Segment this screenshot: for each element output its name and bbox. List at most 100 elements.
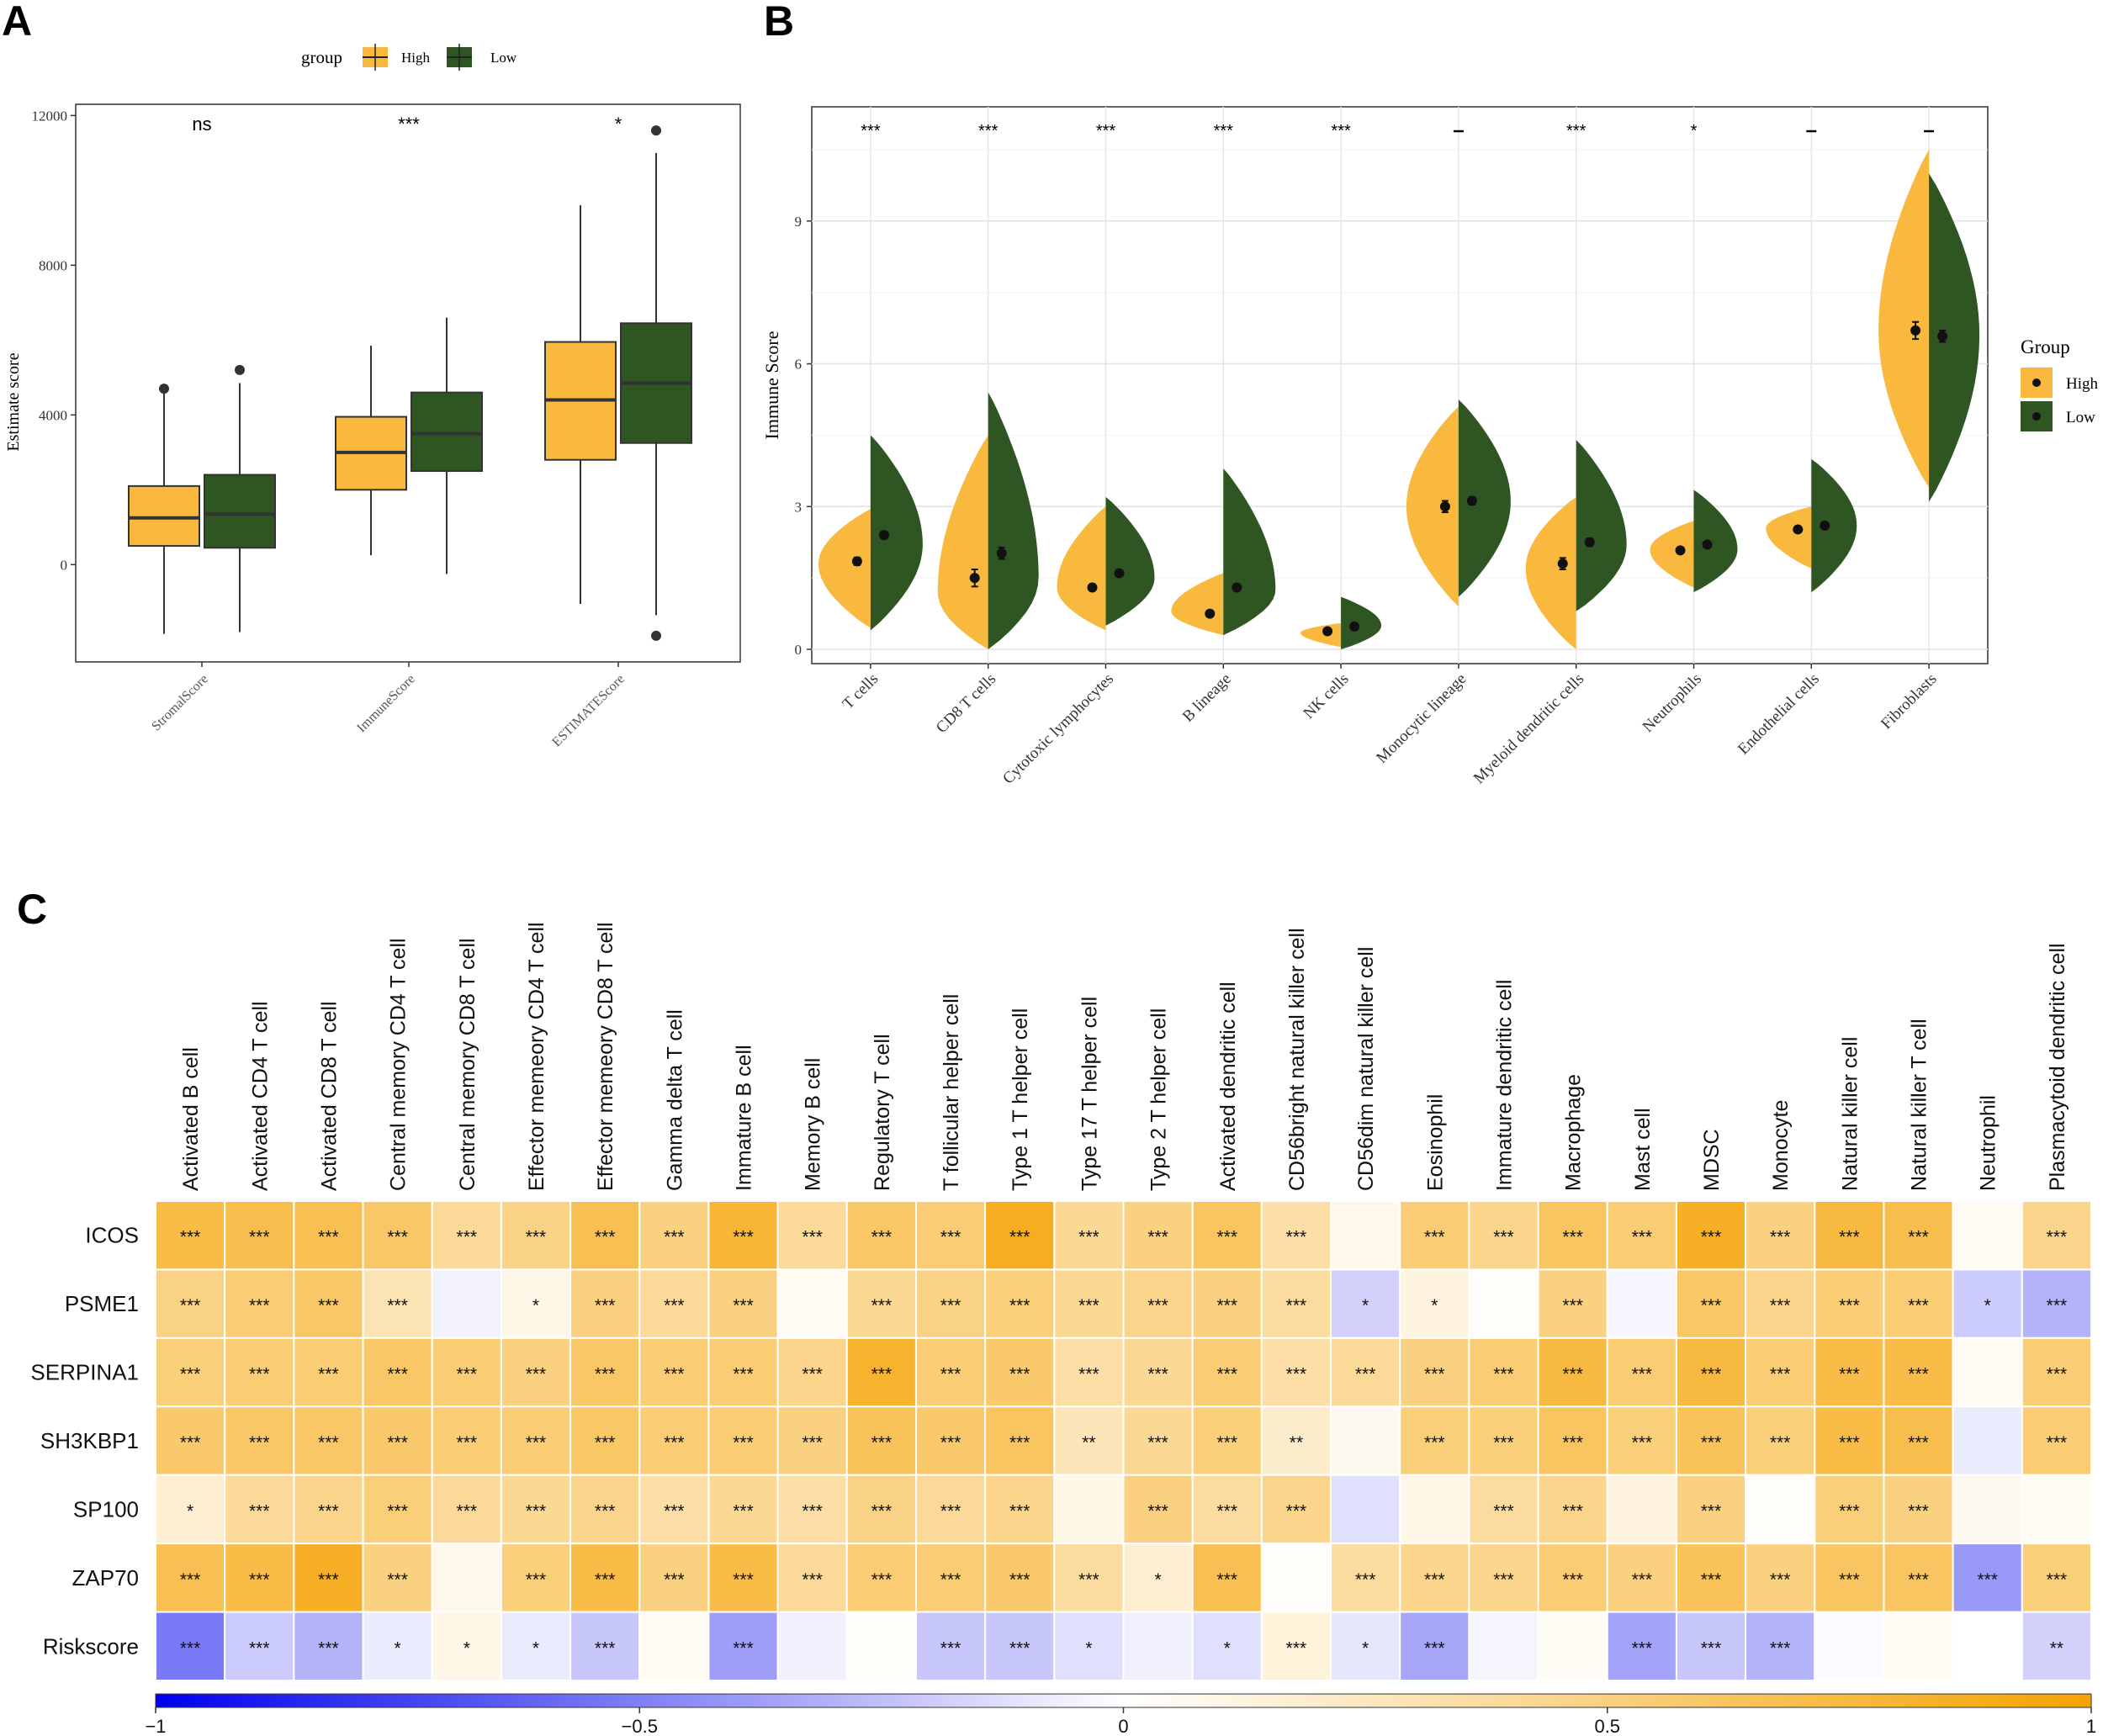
c-cell-riskscore-activated-b-cell: *** [155,1611,226,1681]
heatmap-cell [1606,1200,1677,1271]
c-cell-sp100-cd56dim-natural-killer-cell [1330,1474,1401,1545]
heatmap-cell [1814,1200,1885,1271]
significance-stars: * [1362,1296,1369,1315]
c-cell-sp100-natural-killer-t-cell: *** [1883,1474,1954,1545]
heatmap-cell [362,1336,433,1408]
significance-stars: *** [1493,1570,1514,1590]
c-cell-sp100-plasmacytoid-dendritic-cell [2021,1474,2093,1545]
b-ytick-label-3: 3 [795,499,803,515]
heatmap-cell [707,1268,779,1339]
significance-stars: *** [2047,1296,2068,1315]
b-xtick-label-fibroblasts: Fibroblasts [1878,670,1941,733]
c-cell-sp100-type-2-t-helper-cell: *** [1122,1474,1194,1545]
c-cell-icos-type-2-t-helper-cell: *** [1122,1200,1194,1271]
c-cell-icos-eosinophil: *** [1399,1200,1470,1271]
significance-stars: *** [318,1433,339,1453]
half-violin-high [1650,521,1694,588]
a-box-low-immunescore [411,317,483,574]
significance-stars: *** [2047,1570,2068,1590]
c-cell-icos-activated-cd4-t-cell: *** [224,1200,295,1271]
significance-stars: *** [1286,1501,1307,1521]
significance-stars: *** [1424,1570,1445,1590]
c-col-label-immature-dendritic-cell: Immature dendritic cell [1492,980,1516,1191]
c-cell-sp100-neutrophil [1952,1474,2023,1545]
colorbar-tick-label-1: −0.5 [622,1716,658,1736]
a-significance-estimatescore: * [615,114,622,135]
significance-stars: *** [1632,1638,1653,1658]
significance-stars: *** [1286,1296,1307,1315]
c-cell-riskscore-mast-cell: *** [1606,1611,1677,1681]
c-cell-sp100-type-1-t-helper-cell: *** [984,1474,1056,1545]
heatmap-cell [776,1405,848,1476]
c-col-label-type-17-t-helper-cell: Type 17 T helper cell [1078,997,1101,1191]
significance-stars: *** [733,1228,754,1247]
heatmap-cell [1606,1268,1677,1339]
significance-stars: *** [733,1570,754,1590]
c-cell-icos-memory-b-cell: *** [776,1200,848,1271]
legend-label-low: Low [490,50,517,66]
significance-stars: * [395,1638,401,1658]
significance-stars: *** [1562,1228,1583,1247]
heatmap-cell [1537,1405,1608,1476]
b-violin-fibroblasts [1878,149,1980,502]
significance-stars: *** [1701,1365,1722,1384]
heatmap-cell [431,1543,502,1613]
half-violin-low [1105,496,1155,626]
heatmap-cell [569,1268,641,1339]
heatmap-cell [155,1611,226,1681]
a-ytick-label-8000: 8000 [39,257,67,273]
a-xtick-label-estimatescore: ESTIMATEScore [549,672,627,749]
c-cell-sh3kbp1-activated-cd4-t-cell: *** [224,1405,295,1476]
significance-stars: *** [1839,1570,1860,1590]
c-cell-psme1-type-17-t-helper-cell: *** [1053,1268,1125,1339]
heatmap-cell [638,1268,710,1339]
significance-stars: *** [457,1228,478,1247]
significance-stars: *** [1147,1296,1168,1315]
heatmap-cell [1330,1336,1401,1408]
panel-a-frame [75,103,741,663]
heatmap-cell [155,1200,226,1271]
heatmap-cell [1883,1268,1954,1339]
c-cell-sh3kbp1-immature-b-cell: *** [707,1405,779,1476]
significance-stars: *** [1632,1433,1653,1453]
c-cell-psme1-central-memory-cd8-t-cell [431,1268,502,1339]
heatmap-cell [707,1474,779,1545]
c-cell-riskscore-monocyte: *** [1745,1611,1816,1681]
heatmap-cell [1952,1200,2023,1271]
significance-stars: *** [180,1296,201,1315]
significance-stars: *** [526,1501,547,1521]
c-cell-sh3kbp1-plasmacytoid-dendritic-cell: *** [2021,1405,2093,1476]
legend-b-key-high-dot [2032,378,2041,387]
heatmap-cell [984,1611,1056,1681]
significance-stars: *** [1493,1365,1514,1384]
panel-c-cells: *** *** *** *** *** *** *** *** *** *** *** *** *** *… [155,1200,2093,1681]
heatmap-cell [569,1474,641,1545]
a-box-low-estimatescore [620,125,692,641]
c-cell-riskscore-activated-cd8-t-cell: *** [293,1611,364,1681]
half-violin-high [1171,573,1224,636]
heatmap-cell [1537,1611,1608,1681]
c-cell-sp100-mast-cell [1606,1474,1677,1545]
c-cell-sh3kbp1-natural-killer-t-cell: *** [1883,1405,1954,1476]
heatmap-cell [1399,1200,1470,1271]
significance-stars: *** [871,1296,893,1315]
significance-stars: *** [733,1433,754,1453]
significance-stars: *** [1078,1228,1099,1247]
c-col-label-activated-dendritic-cell: Activated dendritic cell [1216,982,1240,1191]
panel-c-heatmap: Activated B cell Activated CD4 T cell Acti… [30,922,2096,1736]
significance-stars: *** [1632,1365,1653,1384]
b-violin-b-lineage [1171,468,1276,636]
half-violin-low [1223,468,1276,636]
outlier-point [651,125,661,136]
heatmap-cell [1053,1200,1125,1271]
significance-stars: *** [940,1228,961,1247]
c-col-label-central-memory-cd4-t-cell: Central memory CD4 T cell [387,938,411,1191]
c-cell-zap70-type-2-t-helper-cell: * [1122,1543,1194,1613]
significance-stars: *** [180,1365,201,1384]
heatmap-cell [914,1611,987,1681]
significance-stars: *** [1147,1228,1168,1247]
c-cell-sp100-gamma-delta-t-cell: *** [638,1474,710,1545]
significance-stars: *** [1977,1570,1998,1590]
c-cell-icos-plasmacytoid-dendritic-cell: *** [2021,1200,2093,1271]
